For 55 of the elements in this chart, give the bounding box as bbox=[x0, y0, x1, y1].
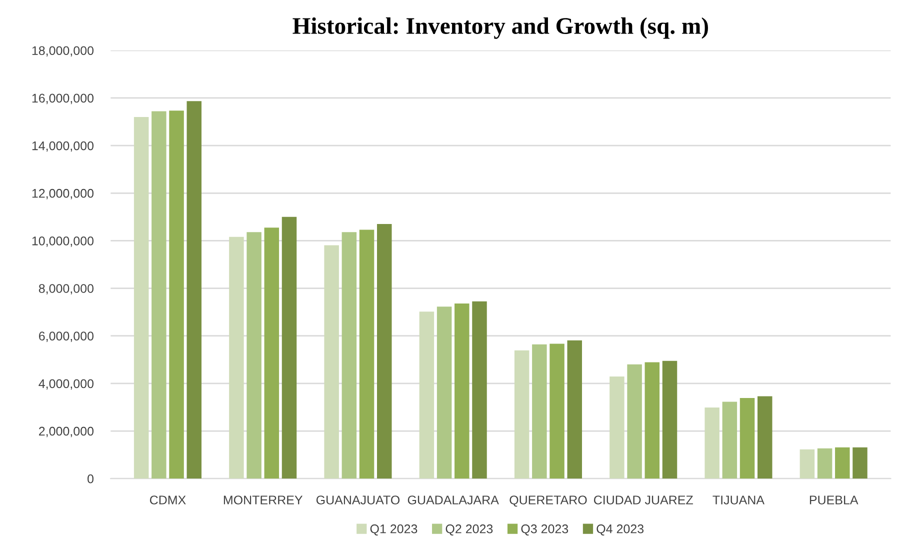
y-tick-label: 0 bbox=[88, 474, 94, 484]
bar bbox=[169, 110, 184, 479]
x-tick-label: GUADALAJARA bbox=[408, 496, 499, 504]
bar bbox=[514, 350, 530, 479]
x-tick-label: CIUDAD JUAREZ bbox=[594, 496, 693, 504]
bar bbox=[454, 304, 470, 479]
x-tick-label: TIJUANA bbox=[712, 496, 764, 504]
y-tick-label: 18,000,000 bbox=[32, 46, 94, 57]
bar bbox=[567, 340, 582, 479]
y-tick-label: 6,000,000 bbox=[39, 332, 94, 342]
x-tick-label: GUANAJUATO bbox=[316, 496, 400, 504]
bar bbox=[835, 447, 850, 479]
bar bbox=[419, 312, 434, 479]
bar bbox=[550, 344, 564, 479]
x-tick-label: PUEBLA bbox=[810, 496, 858, 504]
bar bbox=[472, 301, 487, 479]
bar bbox=[152, 111, 166, 479]
bar bbox=[377, 224, 392, 479]
bar bbox=[436, 306, 452, 479]
bar bbox=[644, 362, 660, 479]
bar bbox=[134, 117, 149, 479]
bar bbox=[342, 232, 357, 479]
bar bbox=[282, 216, 297, 479]
legend-label: Q1 2023 bbox=[370, 524, 418, 536]
bar bbox=[264, 228, 280, 479]
x-tick-label: MONTERREY bbox=[224, 496, 303, 504]
bar bbox=[817, 448, 832, 479]
y-tick-label: 4,000,000 bbox=[38, 379, 94, 390]
bar bbox=[722, 402, 738, 479]
x-tick-label: QUERETARO bbox=[510, 496, 587, 507]
bar bbox=[704, 407, 720, 479]
x-tick-label: CDMX bbox=[150, 496, 186, 504]
y-tick-label: 8,000,000 bbox=[38, 284, 94, 294]
legend-label: Q4 2023 bbox=[596, 524, 644, 536]
bar bbox=[229, 236, 244, 479]
y-tick-label: 2,000,000 bbox=[39, 426, 94, 438]
bar bbox=[186, 101, 202, 479]
bar bbox=[800, 449, 815, 479]
bar bbox=[662, 360, 678, 479]
y-tick-label: 16,000,000 bbox=[32, 94, 94, 104]
y-tick-label: 12,000,000 bbox=[32, 188, 94, 200]
bar bbox=[532, 344, 547, 479]
bar bbox=[359, 230, 374, 479]
bar bbox=[610, 376, 624, 479]
bar bbox=[246, 232, 262, 479]
chart-title: Historical: Inventory and Growth (sq. m) bbox=[292, 17, 708, 39]
y-tick-label: 10,000,000 bbox=[32, 236, 94, 247]
legend-label: Q3 2023 bbox=[521, 524, 568, 536]
y-tick-label: 14,000,000 bbox=[32, 141, 94, 152]
legend-label: Q2 2023 bbox=[446, 524, 493, 536]
bar bbox=[627, 364, 642, 479]
bar bbox=[324, 245, 339, 479]
bar bbox=[740, 398, 755, 479]
bar bbox=[758, 396, 772, 479]
bar bbox=[852, 447, 868, 479]
